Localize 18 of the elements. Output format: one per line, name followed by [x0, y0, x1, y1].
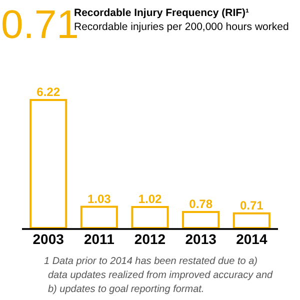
text: 1 Data prior to 2014 has been restated due to a) data updates realized from improved accuracy and b) updates to goal reporting format. — [44, 256, 274, 295]
chart-subtitle: Recordable injuries per 200,000 hours worked — [74, 21, 289, 33]
x-tick-label: 2012 — [134, 231, 166, 247]
x-tick-label: 2013 — [185, 231, 217, 247]
bar — [232, 212, 270, 229]
data-label: 0.71 — [240, 198, 264, 212]
x-tick-label: 2014 — [236, 231, 268, 247]
bar — [30, 99, 68, 229]
data-label: 1.03 — [87, 192, 112, 206]
data-label: 6.22 — [36, 85, 60, 99]
chart-title: Recordable Injury Frequency (RIF)¹ — [74, 7, 250, 19]
x-tick-label: 2011 — [84, 231, 115, 247]
bar — [131, 206, 169, 229]
x-tick-label: 2003 — [32, 231, 64, 247]
data-label: 1.02 — [138, 192, 162, 206]
data-label: 0.78 — [189, 196, 213, 211]
bar — [182, 210, 220, 229]
bar — [80, 206, 118, 229]
